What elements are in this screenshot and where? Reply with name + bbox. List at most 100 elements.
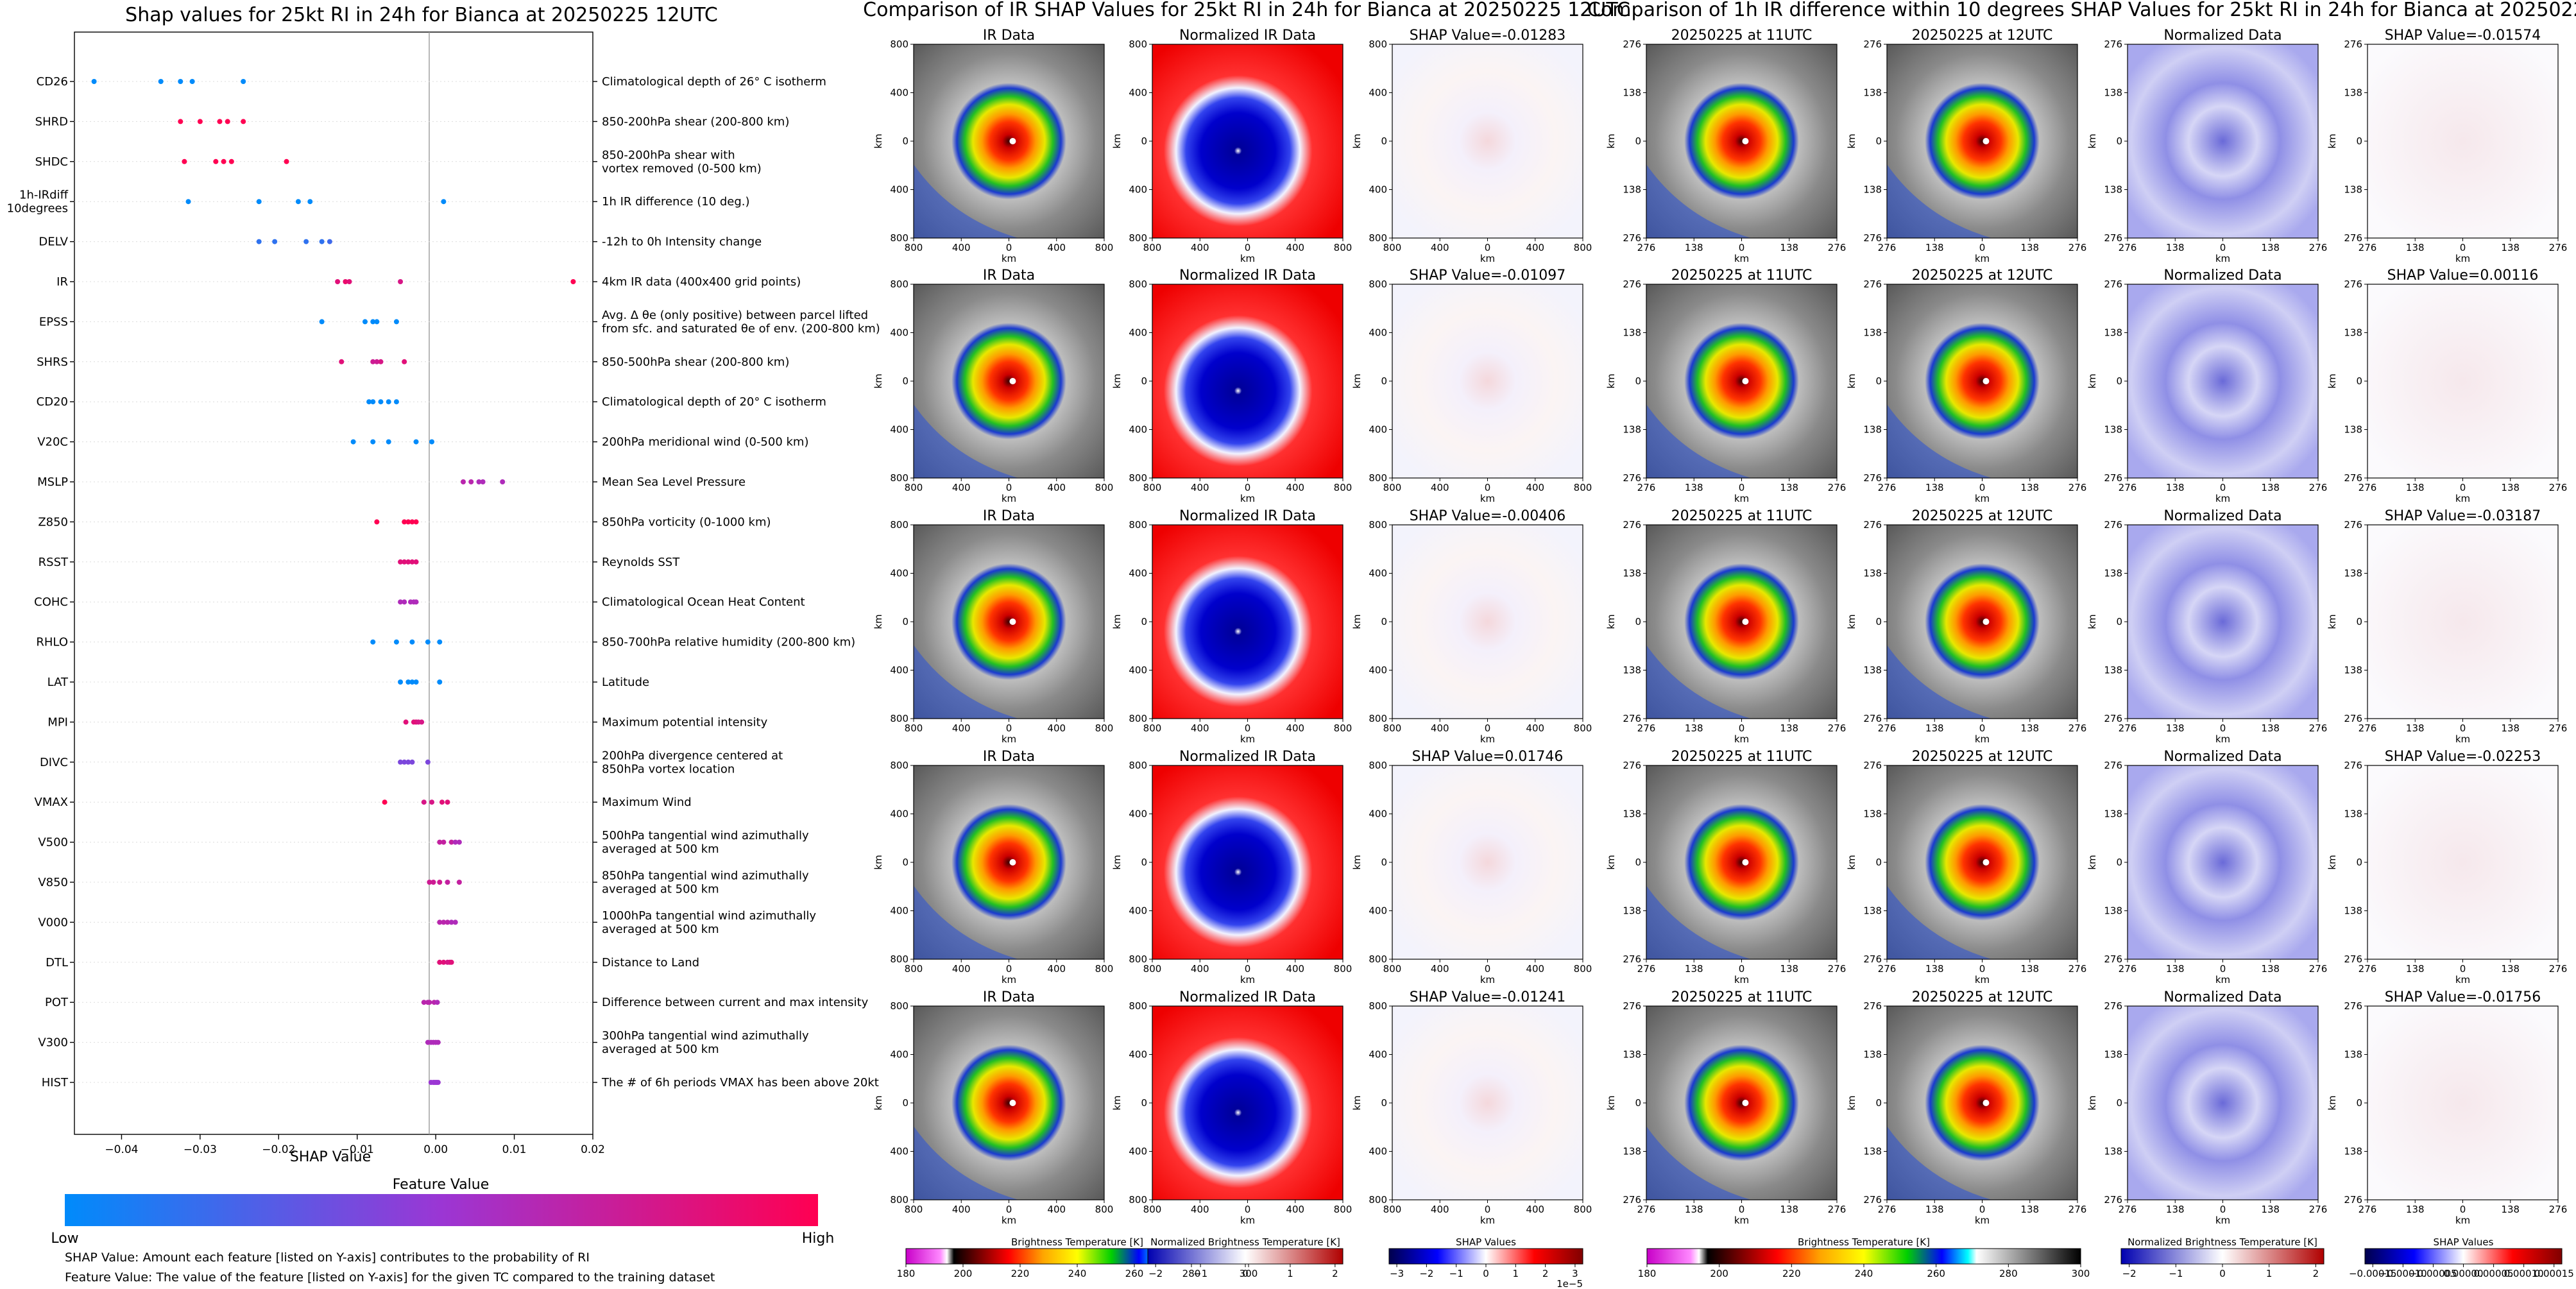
y-tick-label: 276 xyxy=(2344,472,2362,484)
x-tick-label: 0 xyxy=(1006,242,1012,253)
colorbar-tick-label: 2 xyxy=(1332,1268,1338,1279)
x-tick-label: 138 xyxy=(1925,963,1944,975)
storm-eye xyxy=(1742,378,1749,384)
y-tick-label: 138 xyxy=(2344,184,2362,196)
shap-point xyxy=(402,359,407,364)
y-tick-label: 0 xyxy=(1381,616,1387,627)
x-tick-label: 138 xyxy=(2020,722,2039,734)
colorbar-offset-label: 1e−5 xyxy=(1557,1278,1583,1289)
y-tick-label: 138 xyxy=(2344,568,2362,579)
y-tick-label: 138 xyxy=(2104,1146,2122,1157)
x-tick-label: 276 xyxy=(2068,1204,2087,1215)
ir-12utc-panel: 20250225 at 12UTC27627613813800138138276… xyxy=(1846,749,2086,986)
colorbar-tick-label: 1 xyxy=(1287,1268,1293,1279)
y-axis-label: km xyxy=(2326,1095,2338,1110)
diff-shap-panel: SHAP Value=-0.01574276276138138001381382… xyxy=(2326,28,2567,264)
diff-compare-title: Comparison of 1h IR difference within 10… xyxy=(1587,0,2576,21)
x-tick-label: 400 xyxy=(1191,482,1209,493)
x-tick-label: 138 xyxy=(2166,242,2185,253)
y-axis-label: km xyxy=(1351,373,1363,388)
panel-title: Normalized IR Data xyxy=(1179,268,1316,284)
shap-point xyxy=(370,319,376,325)
y-axis-label: km xyxy=(873,855,884,869)
x-tick-label: 276 xyxy=(1828,722,1847,734)
x-tick-label: 276 xyxy=(2549,242,2568,253)
x-axis-label: km xyxy=(1240,1215,1255,1226)
y-axis-label: km xyxy=(873,133,884,148)
feature-row: COHC Climatological Ocean Heat Content xyxy=(34,595,805,609)
feature-description-label: Climatological depth of 26° C isotherm xyxy=(602,75,826,89)
y-tick-label: 138 xyxy=(1863,568,1882,579)
x-axis-label: km xyxy=(2215,493,2230,504)
y-tick-label: 138 xyxy=(2344,1049,2362,1061)
x-axis-label: km xyxy=(2455,974,2470,986)
feature-description-label: Latitude xyxy=(602,676,649,689)
cloud-band xyxy=(1646,1126,1752,1200)
x-tick-label: 138 xyxy=(2020,242,2039,253)
y-tick-label: 400 xyxy=(1369,905,1387,917)
panel-image xyxy=(2367,284,2558,478)
panel-title: Normalized Data xyxy=(2163,28,2282,44)
colorbar-tick-label: −0.00010 xyxy=(2379,1268,2427,1279)
panel-title: SHAP Value=0.01746 xyxy=(1412,749,1564,765)
shap-point xyxy=(435,1039,441,1045)
x-tick-label: 400 xyxy=(1431,963,1449,975)
shap-point xyxy=(398,279,404,284)
colorbar-tick-label: 180 xyxy=(897,1268,916,1279)
y-tick-label: 0 xyxy=(1635,857,1641,868)
panel-image xyxy=(1392,284,1583,478)
y-tick-label: 138 xyxy=(1863,184,1882,196)
y-axis-label: km xyxy=(1351,614,1363,629)
shap-point xyxy=(327,239,332,244)
ir-shap-panel: SHAP Value=0.017468008004004000040040080… xyxy=(1351,749,1592,986)
shap-point xyxy=(241,79,246,84)
panel-title: Normalized IR Data xyxy=(1179,28,1316,44)
y-tick-label: 276 xyxy=(2344,760,2362,771)
y-tick-label: 400 xyxy=(1129,184,1147,196)
panel-title: 20250225 at 12UTC xyxy=(1912,749,2053,765)
shap-point xyxy=(419,719,425,725)
colorbar-tick-label: 180 xyxy=(1638,1268,1657,1279)
y-axis-label: km xyxy=(1605,855,1617,869)
x-tick-label: 276 xyxy=(2549,1204,2568,1215)
x-tick-label: 800 xyxy=(1095,242,1114,253)
x-tick-label: 0 xyxy=(2220,482,2226,493)
storm-eye xyxy=(1742,859,1749,866)
shap-point xyxy=(386,399,391,405)
colorbar-tick-label: −1 xyxy=(1449,1268,1463,1279)
cloud-band xyxy=(914,1126,1019,1200)
y-tick-label: 800 xyxy=(1129,519,1147,531)
y-tick-label: 800 xyxy=(890,760,908,771)
y-tick-label: 138 xyxy=(2104,1049,2122,1061)
colorbar-tick-label: 2 xyxy=(2313,1268,2319,1279)
y-tick-label: 276 xyxy=(1863,519,1882,531)
shap-point xyxy=(425,759,431,765)
shap-point xyxy=(434,1000,440,1005)
feature-row: EPSS Avg. Δ θe (only positive) between pa… xyxy=(39,309,880,336)
x-tick-label: 800 xyxy=(1574,242,1592,253)
shap-point xyxy=(441,959,447,965)
feature-row: RSST Reynolds SST xyxy=(38,556,681,569)
shap-point xyxy=(319,319,325,325)
x-tick-label: 400 xyxy=(1286,242,1304,253)
x-tick-label: 0 xyxy=(2460,482,2466,493)
y-tick-label: 276 xyxy=(2344,232,2362,244)
feature-row: V850 850hPa tangential wind azimuthally av… xyxy=(38,869,809,896)
x-tick-label: 138 xyxy=(2501,963,2520,975)
feature-description-label: 850hPa vorticity (0-1000 km) xyxy=(602,515,771,529)
x-tick-label: 800 xyxy=(1334,242,1352,253)
y-tick-label: 0 xyxy=(1141,857,1147,868)
x-tick-label: 800 xyxy=(1095,482,1114,493)
cloud-band xyxy=(914,885,1019,959)
storm-eye xyxy=(1009,859,1016,866)
x-tick-label: 400 xyxy=(1431,482,1449,493)
x-axis-ticks: −0.04 −0.03 −0.02 −0.01 0.00 0.01 0.02 xyxy=(105,1134,605,1156)
normalized-diff-panel: Normalized Data2762761381380013813827627… xyxy=(2086,749,2327,986)
x-tick-label: 276 xyxy=(1637,963,1656,975)
shap-point xyxy=(437,839,443,845)
y-tick-label: 400 xyxy=(1369,1146,1387,1157)
shap-point xyxy=(409,679,415,685)
y-tick-label: 800 xyxy=(1369,1194,1387,1206)
cloud-band xyxy=(1887,645,1992,719)
y-tick-label: 400 xyxy=(890,327,908,339)
